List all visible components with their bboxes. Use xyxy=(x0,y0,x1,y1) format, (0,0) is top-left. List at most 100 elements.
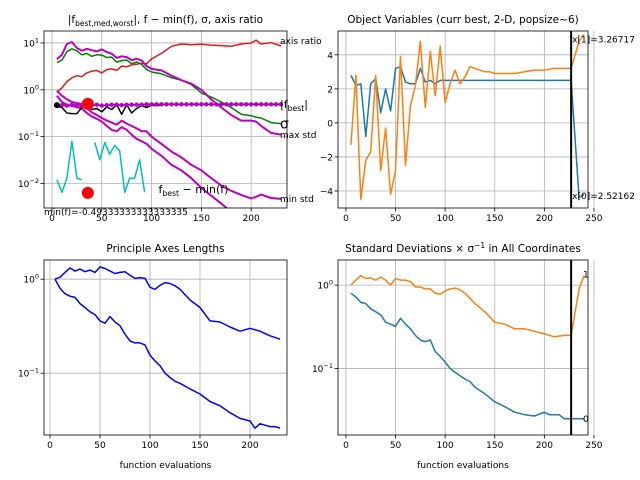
point-marker-fbest xyxy=(59,102,65,108)
y-tick-label: 100 xyxy=(23,83,39,96)
x-tick-label: 50 xyxy=(390,441,402,451)
point-marker-fbest xyxy=(114,102,119,107)
axes-frame xyxy=(43,259,288,436)
point-marker-fbest xyxy=(189,102,194,107)
x-tick-label: 200 xyxy=(536,214,553,224)
point-marker-fbest xyxy=(64,103,70,108)
panel-object-variables: 0 50 100 150 200 250 4 2 0 −2 −4 Object Variables (… xyxy=(320,14,635,224)
plot-area xyxy=(53,39,284,208)
annotation-1: |fbest| xyxy=(280,98,308,113)
x-tick-label: 150 xyxy=(193,214,210,224)
annotation-0: 1 xyxy=(583,270,589,280)
x-tick-label: 100 xyxy=(437,441,454,451)
point-marker-fbest xyxy=(104,102,109,108)
annotation-2: σ xyxy=(280,116,289,132)
x-tick-label: 250 xyxy=(585,441,602,451)
y-tick-label: 4 xyxy=(327,51,333,61)
highlight-point-1 xyxy=(81,97,94,110)
x-tick-label: 50 xyxy=(390,214,402,224)
y-tick-label: 10−2 xyxy=(18,177,39,190)
y-tick-label: 10−1 xyxy=(18,130,39,143)
series-line-x1 xyxy=(350,33,585,201)
point-marker-fbest xyxy=(194,102,199,107)
axes-frame xyxy=(43,30,288,209)
point-marker-fbest xyxy=(74,102,80,108)
point-marker-fbest xyxy=(268,102,274,107)
series-line-sig3 xyxy=(56,95,229,208)
x-axis-label: function evaluations xyxy=(120,461,212,471)
point-marker-fbest xyxy=(169,102,174,107)
point-marker-fbest xyxy=(109,102,114,107)
point-marker-fbest xyxy=(243,102,249,107)
x-tick-label: 100 xyxy=(143,214,160,224)
x-tick-label: 0 xyxy=(49,214,55,224)
x-tick-label: 150 xyxy=(486,441,503,451)
x-tick-label: 200 xyxy=(536,441,553,451)
point-marker-fbest xyxy=(184,102,189,107)
series-line-fmed xyxy=(56,103,162,116)
series-line-sig1 xyxy=(56,41,282,136)
chart-title: Principle Axes Lengths xyxy=(106,243,224,255)
point-marker-fbest xyxy=(199,102,204,107)
point-marker-fbest xyxy=(154,102,159,107)
x-tick-label: 100 xyxy=(141,441,158,451)
x-tick-label: 50 xyxy=(94,441,106,451)
series-line-fbest xyxy=(56,103,281,107)
x-tick-label: 250 xyxy=(585,214,602,224)
y-tick-label: 10−1 xyxy=(18,367,39,380)
chart-title: Object Variables (curr best, 2-D, popsiz… xyxy=(347,14,578,26)
annotation-1: x[0]=2.52162 xyxy=(572,192,635,202)
y-tick-label: −2 xyxy=(320,153,333,163)
panel-fitness: 0 50 100 150 200 101 100 10−1 10−2 |fbest,med,wor… xyxy=(18,14,322,224)
x-tick-label: 100 xyxy=(437,214,454,224)
annotation-4: fbest − min(f) xyxy=(159,183,229,198)
series-line-fdiff1 xyxy=(56,140,83,194)
annotation-6: min(f)=-0.49333333333333335 xyxy=(44,208,188,218)
y-tick-label: 100 xyxy=(317,279,333,292)
x-tick-label: 150 xyxy=(486,214,503,224)
y-tick-label: 10−1 xyxy=(312,362,333,375)
point-marker-fbest xyxy=(224,102,229,107)
chart-title: Standard Deviations × σ−1 in All Coordin… xyxy=(345,241,581,255)
point-marker-fbest xyxy=(263,102,269,107)
highlight-point-0 xyxy=(53,102,60,109)
point-marker-fbest xyxy=(179,102,184,107)
point-marker-fbest xyxy=(134,102,139,107)
series-line-fdiff2 xyxy=(94,141,146,194)
plot-area xyxy=(350,260,585,435)
point-marker-fbest xyxy=(164,102,169,107)
axes-frame xyxy=(337,259,589,436)
series-line-ax2 xyxy=(54,278,281,429)
grid xyxy=(338,31,595,208)
point-marker-fbest xyxy=(219,102,224,107)
series-line-worst xyxy=(56,48,282,125)
point-marker-fbest xyxy=(278,102,284,107)
point-marker-fbest xyxy=(159,102,164,107)
point-marker-fbest xyxy=(204,102,209,107)
point-marker-fbest xyxy=(248,102,254,107)
point-marker-fbest xyxy=(69,102,75,107)
x-tick-label: 200 xyxy=(243,214,260,224)
y-tick-label: 100 xyxy=(23,273,39,286)
panel-standard-deviations: 0 50 100 150 200 250 100 10−1 Standard Deviation… xyxy=(312,241,603,471)
series-line-axis xyxy=(56,39,282,93)
point-marker-fbest xyxy=(214,102,219,107)
x-tick-label: 0 xyxy=(343,214,349,224)
grid xyxy=(44,260,287,435)
point-marker-fbest xyxy=(258,102,264,107)
point-marker-fbest xyxy=(149,102,154,107)
point-marker-fbest xyxy=(253,102,259,107)
point-marker-fbest xyxy=(209,102,214,107)
point-marker-fbest xyxy=(129,102,134,107)
plot-area xyxy=(54,266,281,429)
x-tick-label: 200 xyxy=(241,441,258,451)
point-marker-fbest xyxy=(174,102,179,107)
grid xyxy=(44,31,287,208)
point-marker-fbest xyxy=(139,102,144,107)
point-marker-fbest xyxy=(99,103,104,108)
y-tick-label: 101 xyxy=(23,36,39,49)
point-marker-fbest xyxy=(273,102,279,107)
series-line-ax1 xyxy=(54,266,281,340)
annotation-5: min std xyxy=(280,195,314,205)
